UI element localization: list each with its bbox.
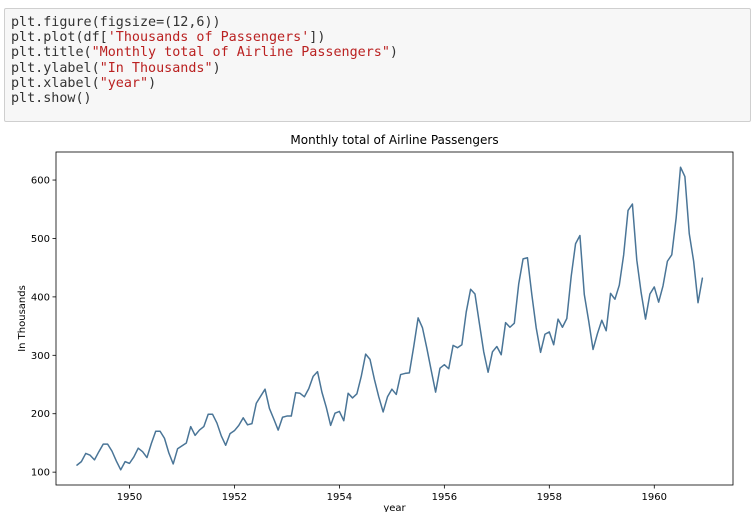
x-tick-label: 1950 [117, 492, 142, 503]
line-chart: Monthly total of Airline Passengers 1950 1… [17, 133, 734, 512]
chart-title: Monthly total of Airline Passengers [290, 133, 498, 147]
x-tick-label: 1958 [537, 492, 562, 503]
code-cell[interactable]: plt.figure(figsize=(12,6)) plt.plot(df['T… [4, 8, 751, 122]
code-string-token: 'Thousands of Passengers' [107, 30, 310, 46]
x-axis-label: year [383, 503, 406, 512]
code-token: ) [212, 60, 221, 76]
y-tick-label: 400 [31, 292, 50, 303]
code-line: plt.title("Monthly total of Airline Pass… [11, 45, 750, 60]
series-line-0 [76, 166, 704, 471]
y-tick-label: 600 [31, 176, 50, 187]
code-token: ) [389, 45, 398, 61]
x-tick-label: 1960 [642, 492, 667, 503]
code-line: plt.ylabel("In Thousands") [11, 61, 750, 76]
code-token: plt.show() [11, 90, 92, 106]
code-token: plt.ylabel( [11, 60, 100, 76]
code-token: plt.figure(figsize=(12,6)) [11, 15, 221, 30]
x-tick-label: 1956 [432, 492, 457, 503]
code-token: ) [148, 75, 157, 91]
code-string-token: "In Thousands" [99, 60, 213, 76]
code-line: plt.plot(df['Thousands of Passengers']) [11, 30, 750, 45]
x-tick-label: 1952 [222, 492, 247, 503]
y-tick-label: 500 [31, 234, 50, 245]
code-line: plt.figure(figsize=(12,6)) [11, 15, 750, 30]
code-line: plt.show() [11, 91, 750, 106]
code-token: plt.plot(df[ [11, 30, 108, 46]
code-line: plt.xlabel("year") [11, 76, 750, 91]
x-tick-label: 1954 [327, 492, 352, 503]
code-token: plt.xlabel( [11, 75, 100, 91]
y-tick-label: 100 [31, 468, 50, 479]
code-string-token: "Monthly total of Airline Passengers" [91, 45, 390, 61]
y-axis-label: In Thousands [17, 285, 28, 352]
plot-frame [55, 151, 734, 486]
code-token: ]) [309, 30, 326, 46]
code-token: plt.title( [11, 45, 92, 61]
y-tick-label: 200 [31, 409, 50, 420]
code-string-token: "year" [99, 75, 149, 91]
y-tick-label: 300 [31, 351, 50, 362]
